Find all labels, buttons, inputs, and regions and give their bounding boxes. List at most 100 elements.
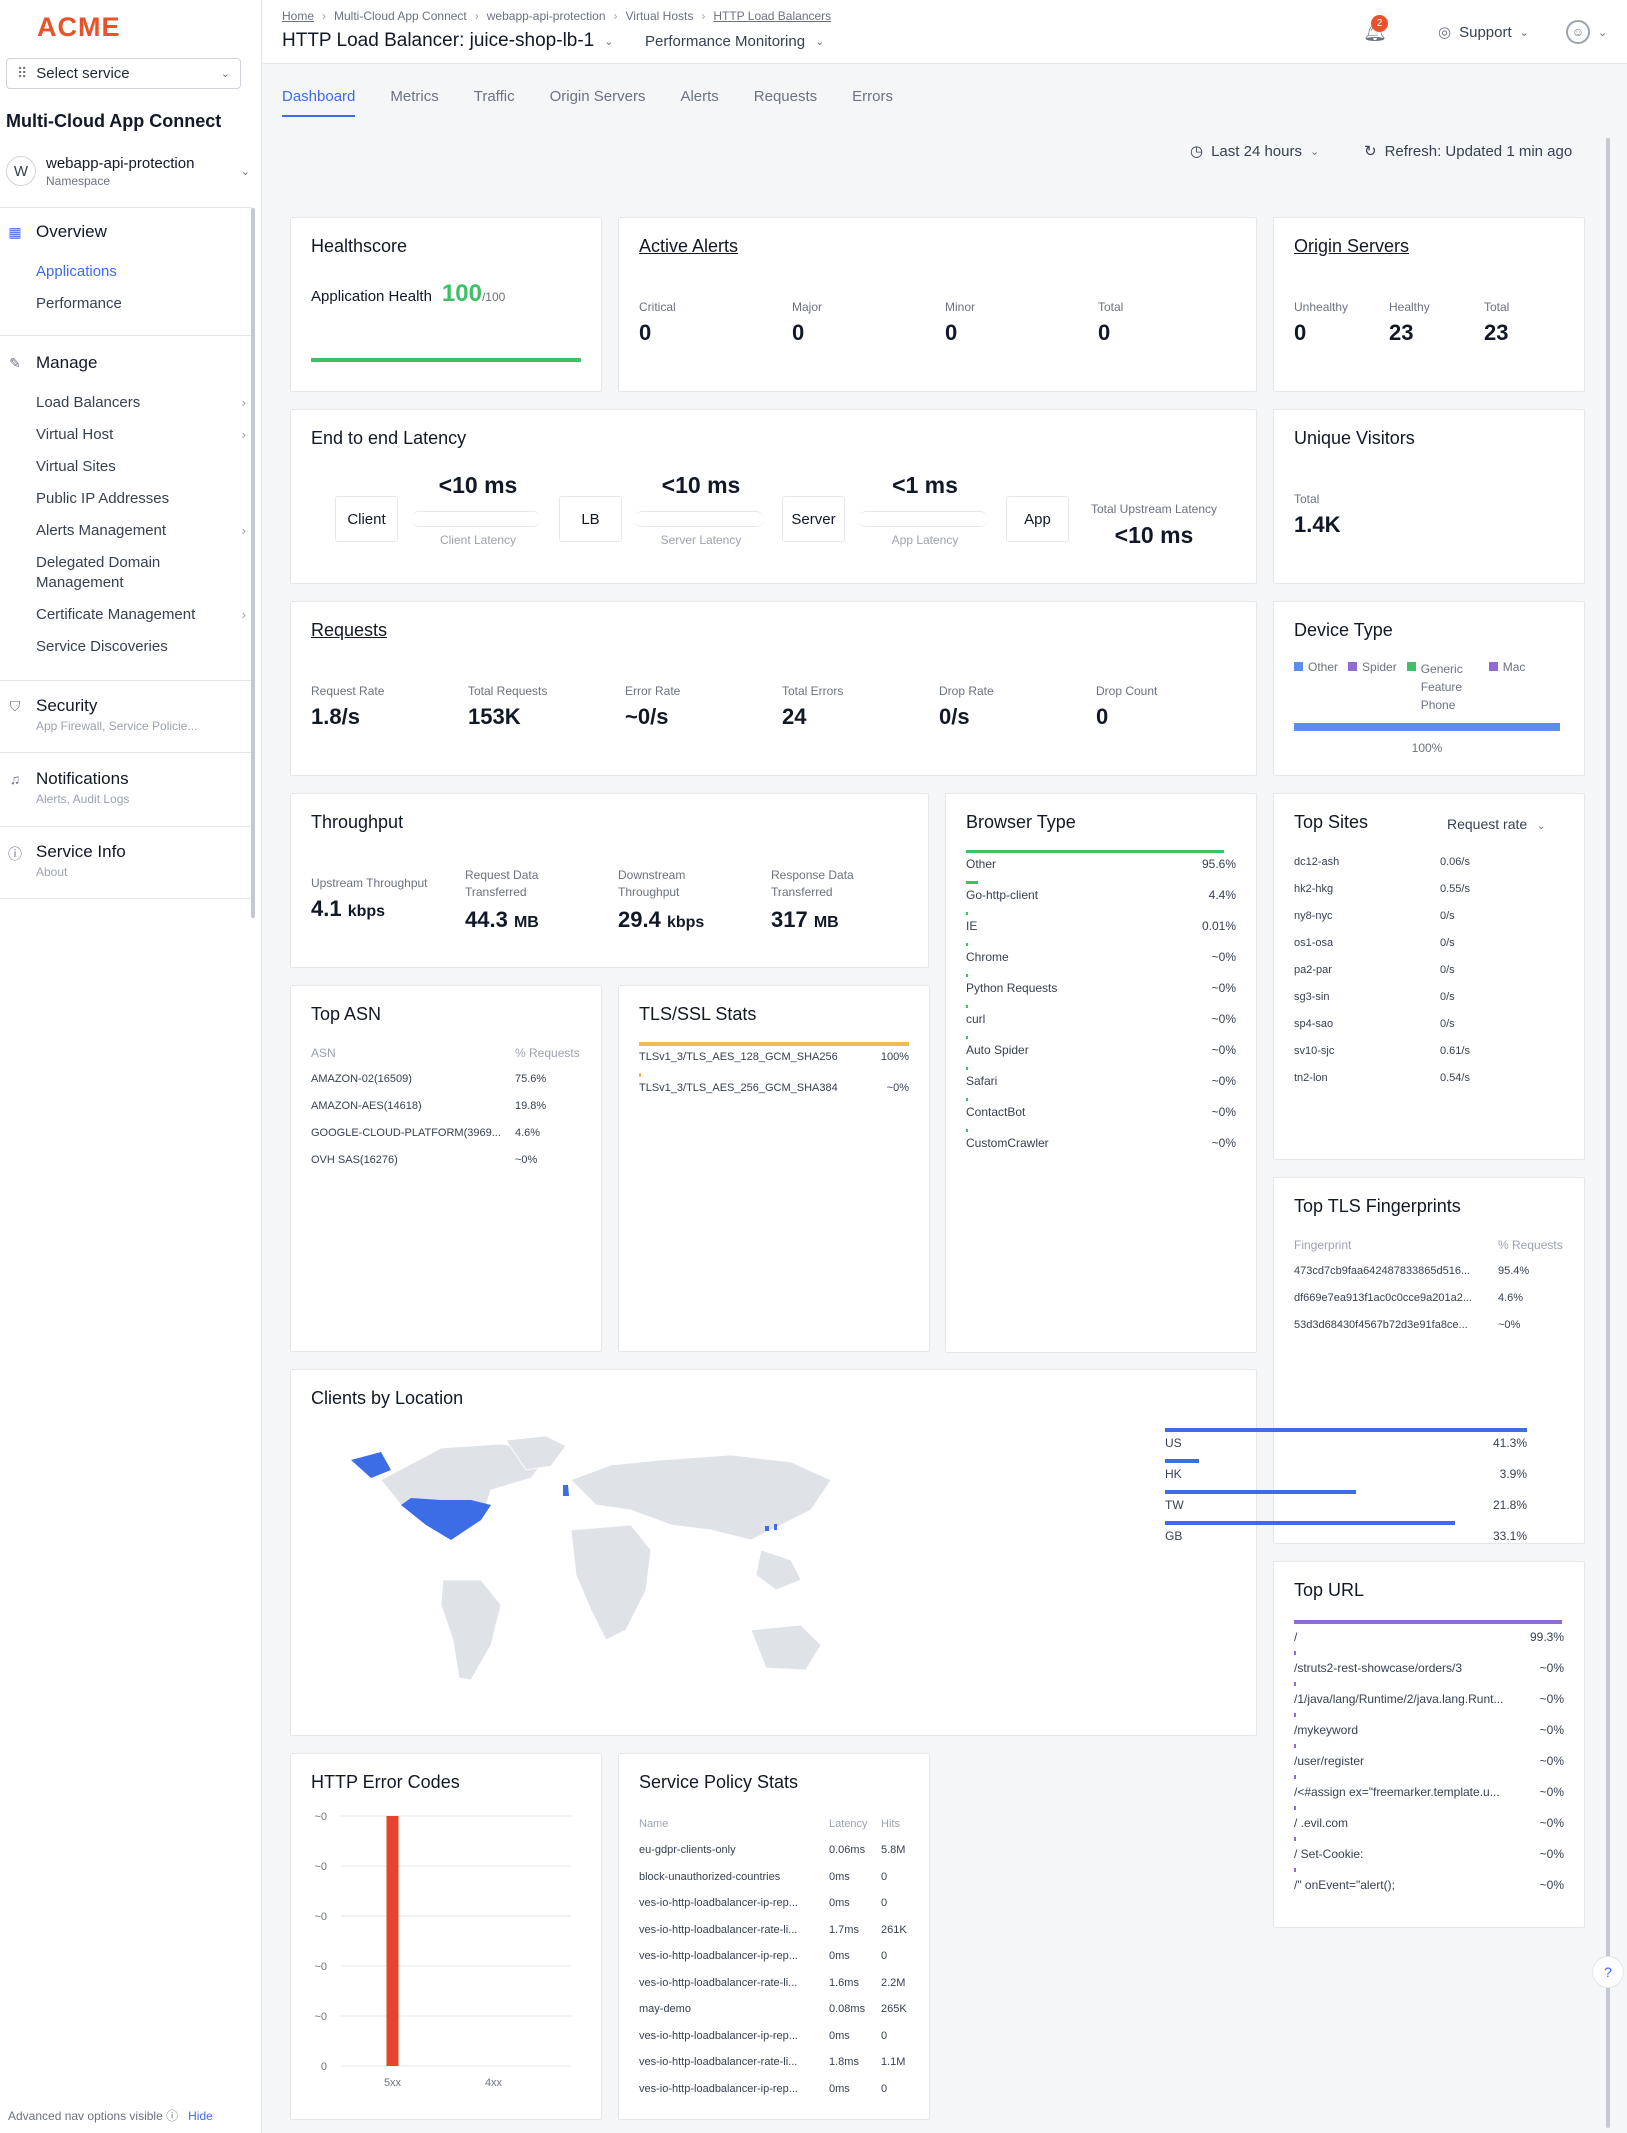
browser-bar [966, 1067, 968, 1070]
breadcrumb-item[interactable]: Multi-Cloud App Connect [334, 9, 467, 23]
visitors-stat: Total 1.4K [1294, 492, 1341, 537]
tab-alerts[interactable]: Alerts [680, 88, 719, 105]
breadcrumb-item[interactable]: HTTP Load Balancers [713, 9, 832, 23]
nav-section-manage[interactable]: ✎ Manage [6, 353, 97, 373]
sidebar-item-alerts-management[interactable]: Alerts Management › [36, 521, 246, 541]
location-row: GB 33.1% [1165, 1521, 1527, 1543]
browser-name: Other [966, 857, 997, 871]
refresh-button[interactable]: ↻ Refresh: Updated 1 min ago [1364, 142, 1572, 161]
lb-selector[interactable]: HTTP Load Balancer: juice-shop-lb-1 ⌄ [282, 30, 613, 52]
world-map[interactable] [331, 1430, 851, 1720]
url-pct: ~0% [1539, 1847, 1564, 1861]
card-title: End to end Latency [311, 428, 467, 448]
view-selector[interactable]: Performance Monitoring ⌄ [645, 33, 824, 50]
nav-section-notifications[interactable]: ♫ Notifications Alerts, Audit Logs [6, 769, 130, 806]
select-service-dropdown[interactable]: ⠿ Select service ⌄ [6, 58, 241, 89]
card-title-link[interactable]: Active Alerts [639, 236, 739, 256]
sidebar-item-service-discoveries[interactable]: Service Discoveries [36, 637, 246, 657]
hide-link[interactable]: Hide [188, 2109, 213, 2123]
policy-name: may-demo [639, 2003, 691, 2015]
url-bar [1294, 1651, 1296, 1655]
namespace-selector[interactable]: W webapp-api-protection Namespace ⌄ [6, 150, 256, 192]
sidebar-item-delegated-domain[interactable]: Delegated Domain Management [36, 553, 246, 593]
request-stat: Request Rate 1.8/s [311, 684, 385, 729]
sidebar-item-certificate-management[interactable]: Certificate Management › [36, 605, 246, 625]
nav-section-security[interactable]: ⛉ Security App Firewall, Service Policie.… [6, 696, 198, 733]
card-title: Healthscore [311, 236, 408, 256]
card-title-link[interactable]: Origin Servers [1294, 236, 1410, 256]
tab-errors[interactable]: Errors [852, 88, 893, 105]
bar-5xx[interactable] [386, 1816, 399, 2066]
select-service-label: Select service [36, 65, 130, 82]
url-row: /user/register ~0% [1294, 1744, 1564, 1768]
origin-stat-healthy: Healthy 23 [1389, 300, 1430, 345]
health-value-row: Application Health 100 /100 [311, 280, 505, 308]
tls-row: TLSv1_3/TLS_AES_256_GCM_SHA384 ~0% [639, 1073, 909, 1094]
tls-value: ~0% [886, 1082, 909, 1094]
main-scrollbar[interactable] [1606, 138, 1610, 2128]
nav-section-overview[interactable]: ▦ Overview [6, 222, 106, 242]
page-title: HTTP Load Balancer: juice-shop-lb-1 [282, 30, 595, 51]
metric-selector[interactable]: Request rate ⌄ [1447, 816, 1545, 832]
breadcrumb-item[interactable]: webapp-api-protection [486, 9, 606, 23]
card-title: Throughput [311, 812, 404, 832]
sidebar-item-applications[interactable]: Applications [36, 262, 246, 282]
browser-bar [966, 974, 968, 977]
url-row: /mykeyword ~0% [1294, 1713, 1564, 1737]
legend-item[interactable]: Other [1294, 660, 1338, 714]
help-icon[interactable]: ? [1592, 1956, 1624, 1988]
tab-traffic[interactable]: Traffic [473, 88, 515, 105]
breadcrumb-item[interactable]: Virtual Hosts [625, 9, 694, 23]
browser-pct: ~0% [1211, 950, 1236, 964]
url-pct: ~0% [1539, 1661, 1564, 1675]
browser-row: Safari ~0% [966, 1067, 1236, 1088]
sidebar-item-performance[interactable]: Performance [36, 294, 246, 314]
tab-dashboard[interactable]: Dashboard [282, 88, 356, 117]
sidebar-scrollbar[interactable] [251, 208, 255, 918]
chevron-down-icon: ⌄ [220, 68, 230, 80]
divider [0, 335, 252, 336]
healthscore-card: Healthscore Application Health 100 /100 [290, 217, 602, 392]
url-row: / .evil.com ~0% [1294, 1806, 1564, 1830]
time-range-selector[interactable]: ◷ Last 24 hours ⌄ [1190, 142, 1319, 161]
browser-row: curl ~0% [966, 1005, 1236, 1026]
sidebar-item-load-balancers[interactable]: Load Balancers › [36, 393, 246, 413]
location-row: US 41.3% [1165, 1428, 1527, 1450]
legend-item[interactable]: Spider [1348, 660, 1397, 714]
notification-badge: 2 [1371, 15, 1388, 32]
requests-card: Requests Request Rate 1.8/s Total Request… [290, 601, 1257, 776]
breadcrumb-home[interactable]: Home [282, 9, 315, 23]
url-pct: 99.3% [1529, 1630, 1564, 1644]
tab-requests[interactable]: Requests [753, 88, 818, 105]
browser-name: Safari [966, 1074, 998, 1088]
site-row: os1-osa 0/s [1294, 937, 1564, 949]
browser-row: Python Requests ~0% [966, 974, 1236, 995]
sidebar-item-virtual-sites[interactable]: Virtual Sites [36, 457, 246, 477]
site-value: 0/s [1440, 991, 1455, 1003]
sidebar-item-public-ip-addresses[interactable]: Public IP Addresses [36, 489, 246, 509]
tab-origin-servers[interactable]: Origin Servers [549, 88, 646, 105]
legend-item[interactable]: Generic Feature Phone [1406, 660, 1479, 714]
nav-section-service-info[interactable]: ⓘ Service Info About [6, 842, 126, 879]
user-menu[interactable]: ☺ ⌄ [1566, 20, 1607, 44]
sidebar-item-virtual-host[interactable]: Virtual Host › [36, 425, 246, 445]
browser-name: IE [966, 919, 978, 933]
policy-latency: 1.6ms [829, 1976, 859, 1989]
request-stat: Total Requests 153K [468, 684, 548, 729]
advanced-nav-label: Advanced nav options visible [8, 2109, 163, 2123]
url-pct: ~0% [1539, 1816, 1564, 1830]
site-name: os1-osa [1294, 937, 1334, 949]
card-title: Top ASN [311, 1004, 382, 1024]
latency-node-client: Client [335, 496, 398, 542]
legend-item[interactable]: Mac [1488, 660, 1525, 714]
support-menu[interactable]: ◎ Support ⌄ [1438, 23, 1529, 42]
site-value: 0/s [1440, 964, 1455, 976]
device-bar-fill [1294, 723, 1560, 731]
card-title-link[interactable]: Requests [311, 620, 388, 640]
acme-logo[interactable]: ACME [37, 12, 121, 42]
location-name: TW [1165, 1498, 1184, 1512]
site-name: sg3-sin [1294, 991, 1330, 1003]
throughput-card: Throughput Upstream Throughput 4.1 kbps R… [290, 793, 929, 968]
tab-metrics[interactable]: Metrics [390, 88, 439, 105]
policy-name: ves-io-http-loadbalancer-rate-li... [639, 1976, 798, 1989]
